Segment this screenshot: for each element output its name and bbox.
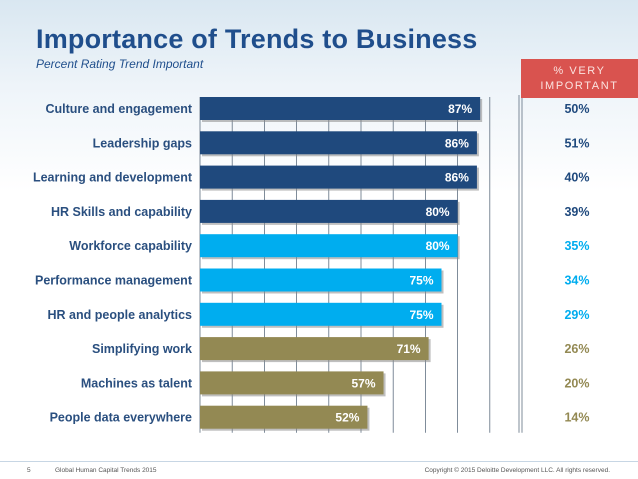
bar: [200, 234, 458, 258]
very-important-value: 51%: [564, 136, 589, 150]
category-label: Performance management: [35, 274, 193, 288]
bar-value-label: 75%: [409, 274, 433, 288]
bar: [200, 199, 458, 223]
footer-copyright: Copyright © 2015 Deloitte Development LL…: [424, 467, 610, 474]
footer-source: Global Human Capital Trends 2015: [55, 467, 157, 474]
category-label: Leadership gaps: [93, 136, 192, 150]
bar: [200, 337, 429, 361]
bar-value-label: 80%: [426, 239, 450, 253]
bar-value-label: 80%: [426, 205, 450, 219]
very-important-value: 40%: [564, 171, 589, 185]
bar-value-label: 86%: [445, 171, 469, 185]
bar-value-label: 87%: [448, 102, 472, 116]
very-important-value: 39%: [564, 205, 589, 219]
bar-value-label: 57%: [352, 376, 376, 390]
category-label: Learning and development: [33, 171, 193, 185]
bar: [200, 371, 384, 395]
bars: [200, 97, 483, 431]
category-labels: Culture and engagement Leadership gaps Lea…: [33, 102, 193, 425]
very-important-value: 20%: [564, 376, 589, 390]
very-important-value: 34%: [564, 274, 589, 288]
bar: [200, 97, 481, 120]
footer: 5 Global Human Capital Trends 2015 Copyr…: [0, 461, 638, 479]
category-label: Workforce capability: [69, 239, 192, 253]
very-important-values: 50% 51% 40% 39% 35% 34% 29% 26% 20% 14%: [564, 102, 589, 425]
bar-value-label: 71%: [397, 342, 421, 356]
very-important-value: 14%: [564, 411, 589, 425]
category-label: Simplifying work: [92, 342, 192, 356]
bar: [200, 268, 442, 292]
bar-chart: Culture and engagement Leadership gaps Lea…: [33, 95, 590, 433]
bar-value-labels: 87% 86% 86% 80% 80% 75% 75% 71% 57% 52%: [335, 102, 472, 425]
category-label: HR Skills and capability: [51, 205, 192, 219]
bar-value-label: 52%: [335, 411, 359, 425]
category-label: Culture and engagement: [45, 102, 192, 116]
bar: [200, 405, 368, 429]
chart-title: Importance of Trends to Business: [36, 24, 478, 54]
category-label: HR and people analytics: [48, 308, 193, 322]
very-important-value: 29%: [564, 308, 589, 322]
very-important-header-line1: % VERY: [553, 64, 606, 77]
bar-value-label: 75%: [409, 308, 433, 322]
bar: [200, 165, 477, 189]
bar: [200, 131, 477, 155]
category-label: Machines as talent: [81, 376, 193, 390]
category-label: People data everywhere: [50, 411, 192, 425]
very-important-header-line2: IMPORTANT: [540, 79, 619, 92]
bar-value-label: 86%: [445, 136, 469, 150]
bar: [200, 302, 442, 326]
page-number: 5: [27, 467, 31, 474]
very-important-header: % VERY IMPORTANT: [521, 59, 638, 98]
very-important-value: 50%: [564, 102, 589, 116]
very-important-value: 26%: [564, 342, 589, 356]
chart-subtitle: Percent Rating Trend Important: [36, 57, 204, 71]
very-important-value: 35%: [564, 239, 589, 253]
